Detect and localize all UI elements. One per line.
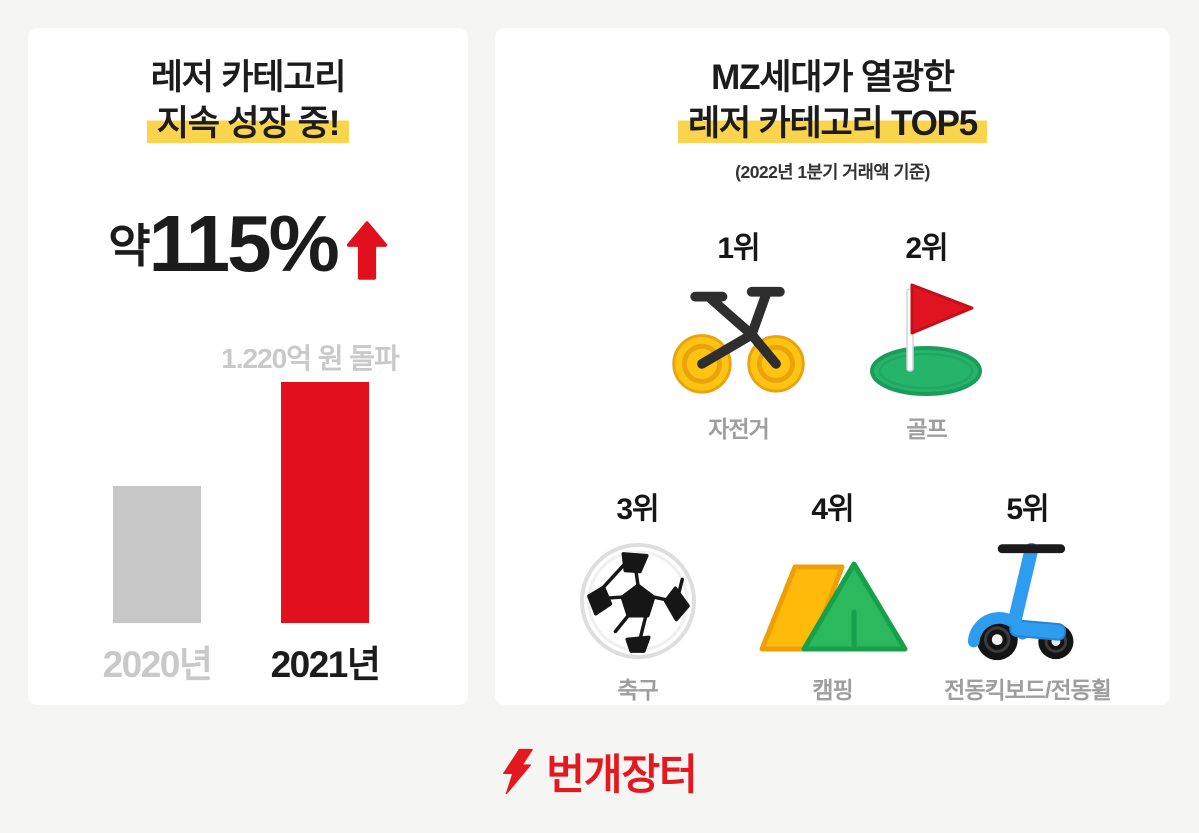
top5-panel: MZ세대가 열광한 레저 카테고리 TOP5 (2022년 1분기 거래액 기준… bbox=[495, 28, 1170, 705]
right-title-line2-highlighted: 레저 카테고리 TOP5 bbox=[677, 103, 988, 143]
rank-number-2: 2위 bbox=[905, 232, 948, 265]
bar-2020 bbox=[113, 486, 201, 623]
camping-tent-icon bbox=[757, 540, 909, 662]
golf-flag-green-icon bbox=[866, 279, 988, 401]
arrow-up-icon bbox=[346, 221, 387, 280]
right-title-line1: MZ세대가 열광한 bbox=[711, 58, 955, 97]
rank-row-2: 3위 bbox=[495, 484, 1170, 705]
bar-value-annotation: 1.220억 원 돌파 bbox=[221, 343, 400, 374]
soccer-ball-icon bbox=[579, 540, 697, 662]
rank-row-1: 1위 bbox=[495, 223, 1170, 444]
rank-label-scooter: 전동킥보드/전동휠 bbox=[944, 677, 1112, 703]
lightning-bolt-icon bbox=[503, 748, 533, 795]
growth-prefix: 약 bbox=[108, 220, 150, 272]
right-panel-title: MZ세대가 열광한 레저 카테고리 TOP5 bbox=[495, 28, 1170, 146]
brand-name: 번개장터 bbox=[546, 751, 698, 798]
left-panel-title: 레저 카테고리 지속 성장 중! bbox=[28, 28, 468, 146]
bar-2021 bbox=[281, 382, 369, 623]
rank-number-3: 3위 bbox=[616, 493, 659, 526]
left-title-line2-highlighted: 지속 성장 중! bbox=[146, 103, 350, 143]
growth-percentage: 115% bbox=[148, 199, 340, 288]
top5-subtitle: (2022년 1분기 거래액 기준) bbox=[735, 162, 930, 182]
rank-item-soccer: 3위 bbox=[548, 484, 728, 705]
rank-label-golf: 골프 bbox=[906, 416, 947, 442]
bar-chart bbox=[28, 381, 468, 623]
rank-item-camping: 4위 캠핑 bbox=[743, 484, 923, 705]
rank-label-soccer: 축구 bbox=[617, 677, 658, 703]
rank-number-4: 4위 bbox=[811, 493, 854, 526]
rank-number-5: 5위 bbox=[1006, 493, 1049, 526]
rank-item-scooter: 5위 bbox=[938, 484, 1118, 705]
bicycle-icon bbox=[664, 279, 814, 401]
growth-panel: 레저 카테고리 지속 성장 중! 약 115% 1.220억 원 돌파 2020… bbox=[28, 28, 468, 705]
left-title-line1: 레저 카테고리 bbox=[150, 58, 347, 97]
category-label-2021: 2021년 bbox=[270, 644, 381, 685]
rank-number-1: 1위 bbox=[717, 232, 760, 265]
category-label-2020: 2020년 bbox=[102, 644, 213, 685]
rank-item-golf: 2위 골프 bbox=[837, 223, 1017, 444]
rank-label-bicycle: 자전거 bbox=[708, 416, 769, 442]
rank-label-camping: 캠핑 bbox=[812, 677, 853, 703]
brand-footer: 번개장터 bbox=[0, 741, 1199, 802]
growth-figure: 약 115% bbox=[28, 204, 468, 284]
rank-item-bicycle: 1위 bbox=[649, 223, 829, 444]
electric-scooter-icon bbox=[962, 540, 1094, 662]
